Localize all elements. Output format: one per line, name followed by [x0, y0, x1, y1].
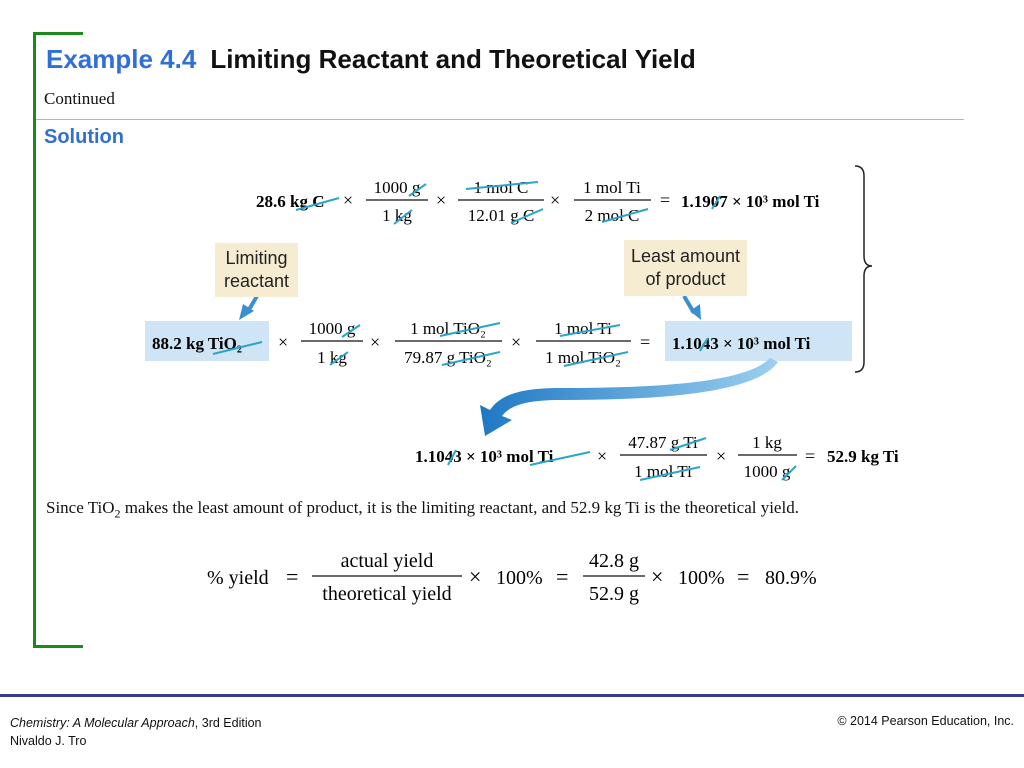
divider — [36, 119, 964, 120]
eq2-f1-den: 1 kg — [317, 348, 347, 367]
times-sign: × — [511, 332, 521, 352]
callout-arrows — [239, 294, 701, 320]
page-title: Example 4.4 Limiting Reactant and Theoret… — [46, 44, 696, 75]
equals-sign: = — [737, 564, 749, 589]
eq1-result: 1.1907 × 10³ mol Ti — [681, 192, 820, 211]
eq3-f2-den: 1000 g — [744, 462, 791, 481]
eq3-f1-num: 47.87 g Ti — [628, 433, 698, 452]
equation-1: 28.6 kg C × 1000 g 1 kg × 1 mol C 12.01 … — [256, 178, 820, 225]
eq2-result-highlight — [665, 321, 852, 361]
eq1-f2-den: 12.01 g C — [468, 206, 535, 225]
eq1-f1-num: 1000 g — [374, 178, 421, 197]
percent-yield-equation: % yield = actual yield theoretical yield… — [207, 550, 817, 605]
yield-f1-den: theoretical yield — [322, 583, 451, 605]
times-sign: × — [550, 190, 560, 210]
callout-line: reactant — [223, 271, 290, 291]
eq3-start: 1.1043 × 10³ mol Ti — [415, 447, 554, 466]
eq2-start: 88.2 kg TiO₂ — [152, 334, 242, 353]
yield-result: 80.9% — [765, 567, 817, 589]
eq2-start-highlight — [145, 321, 269, 361]
callout-line: Limiting — [225, 248, 288, 268]
equations-figure: 28.6 kg C × 1000 g 1 kg × 1 mol C 12.01 … — [145, 165, 899, 605]
eq2-f2-num: 1 mol TiO₂ — [410, 319, 486, 338]
title-text: Limiting Reactant and Theoretical Yield — [210, 44, 696, 74]
curved-arrow — [480, 358, 778, 436]
callout-line: Least amount — [630, 246, 741, 266]
equals-sign: = — [660, 190, 670, 210]
equals-sign: = — [805, 446, 815, 466]
cancel-marks — [447, 437, 797, 481]
callout-line: of product — [645, 269, 726, 289]
yield-f2-den: 52.9 g — [589, 583, 639, 605]
yield-f2-num: 42.8 g — [589, 550, 639, 572]
times-sign: × — [436, 190, 446, 210]
right-brace — [854, 165, 873, 373]
solution-heading: Solution — [44, 126, 124, 148]
eq1-f3-den: 2 mol C — [585, 206, 640, 225]
yield-f1-num: actual yield — [341, 550, 434, 572]
sentence-subscript: 2 — [114, 506, 121, 521]
eq3-result: 52.9 kg Ti — [827, 447, 899, 466]
eq2-result: 1.1043 × 10³ mol Ti — [672, 334, 811, 353]
conclusion-sentence: Since TiO2 makes the least amount of pro… — [46, 498, 799, 521]
times-sign: × — [716, 446, 726, 466]
least-amount-callout: Least amount of product — [624, 240, 747, 296]
eq1-f3-num: 1 mol Ti — [583, 178, 641, 197]
eq2-f3-den: 1 mol TiO₂ — [545, 348, 621, 367]
eq2-f1-num: 1000 g — [309, 319, 356, 338]
times-sign: × — [278, 332, 288, 352]
times-sign: × — [370, 332, 380, 352]
equation-3: 1.1043 × 10³ mol Ti × 47.87 g Ti 1 mol T… — [415, 433, 899, 481]
sentence-part: Since TiO — [46, 498, 115, 517]
equals-sign: = — [286, 564, 298, 589]
times-sign: × — [469, 564, 481, 589]
footer-book-title: Chemistry: A Molecular Approach — [10, 716, 195, 730]
times-sign: × — [651, 564, 663, 589]
eq1-start: 28.6 kg C — [256, 192, 324, 211]
footer-edition: , 3rd Edition — [194, 716, 262, 730]
times-sign: × — [343, 190, 353, 210]
eq1-f2-num: 1 mol C — [474, 178, 529, 197]
cancel-marks — [295, 181, 721, 225]
continued-label: Continued — [44, 89, 115, 108]
yield-pct2: 100% — [678, 567, 725, 589]
footer-divider — [0, 694, 1024, 697]
eq3-f1-den: 1 mol Ti — [634, 462, 692, 481]
times-sign: × — [597, 446, 607, 466]
limiting-reactant-callout: Limiting reactant — [215, 243, 298, 297]
title-example-number: Example 4.4 — [46, 44, 197, 74]
equals-sign: = — [640, 332, 650, 352]
eq2-f2-den: 79.87 g TiO₂ — [404, 348, 492, 367]
eq1-f1-den: 1 kg — [382, 206, 412, 225]
equation-2: 88.2 kg TiO₂ × 1000 g 1 kg × 1 mol TiO₂ … — [145, 319, 852, 367]
footer-citation: Chemistry: A Molecular Approach, 3rd Edi… — [10, 714, 262, 750]
eq3-f2-num: 1 kg — [752, 433, 782, 452]
cancel-marks — [212, 322, 709, 367]
sentence-part: makes the least amount of product, it is… — [120, 498, 799, 517]
yield-label: % yield — [207, 567, 269, 589]
equals-sign: = — [556, 564, 568, 589]
green-bracket — [33, 32, 83, 648]
yield-pct1: 100% — [496, 567, 543, 589]
footer-copyright: © 2014 Pearson Education, Inc. — [837, 714, 1014, 728]
eq2-f3-num: 1 mol Ti — [554, 319, 612, 338]
footer-author: Nivaldo J. Tro — [10, 734, 87, 748]
